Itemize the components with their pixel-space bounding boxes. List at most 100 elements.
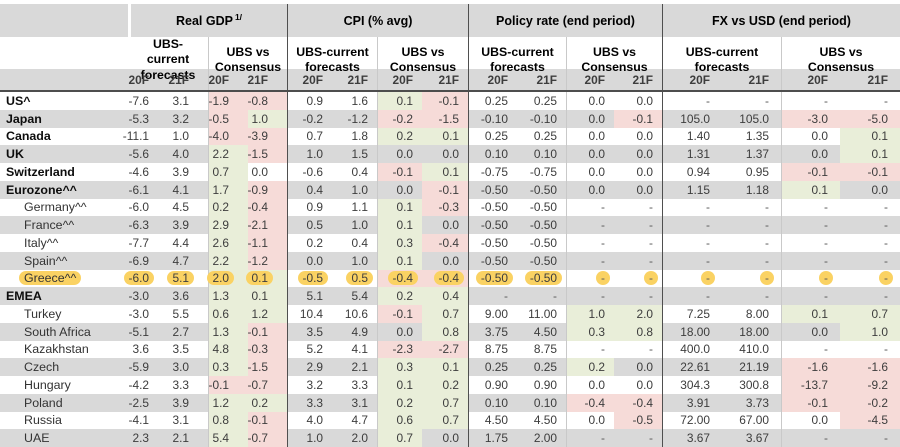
data-cell: 0.7 <box>422 411 468 430</box>
data-cell: - <box>566 251 614 270</box>
data-cell: 0.0 <box>251 164 268 179</box>
row-label: US^ <box>6 93 31 108</box>
data-cell: 0.0 <box>566 127 614 146</box>
data-cell: - <box>566 216 614 234</box>
data-cell: 72.00 <box>662 411 722 430</box>
data-cell: 18.00 <box>662 322 722 341</box>
data-cell: - <box>884 235 888 250</box>
data-cell: -6.0 <box>123 270 168 288</box>
data-cell: -0.50 <box>468 180 517 199</box>
data-cell: -0.9 <box>248 180 287 199</box>
data-cell: 0.0 <box>566 109 614 128</box>
data-cell: -0.2 <box>377 109 422 128</box>
subheader-ubs-vs-consensus: UBS vs Consensus <box>566 37 662 84</box>
data-cell: 5.4 <box>351 289 368 304</box>
data-cell: 0.0 <box>636 147 653 162</box>
data-cell: 1.1 <box>351 200 368 215</box>
data-cell: 2.00 <box>533 431 557 446</box>
data-cell: 0.4 <box>351 235 368 250</box>
data-cell: -6.1 <box>128 182 150 197</box>
data-cell: 0.9 <box>287 92 332 110</box>
data-cell: 0.0 <box>636 377 653 392</box>
data-cell: 1.0 <box>351 182 368 197</box>
data-cell: 0.0 <box>566 145 614 163</box>
data-cell: -0.7 <box>248 376 287 394</box>
data-cell: 0.7 <box>840 305 900 323</box>
data-cell: - <box>566 287 614 305</box>
data-cell: - <box>781 234 840 252</box>
data-cell: -0.1 <box>781 163 840 181</box>
table-row: Kazakhstan 3.6 3.5 4.8 -0.3 5.2 4.1 -2.3 -2.7 8.7… <box>0 340 900 359</box>
data-cell: 3.3 <box>351 377 368 392</box>
data-cell: 2.0 <box>207 269 248 288</box>
data-cell: -3.0 <box>128 289 150 304</box>
section-title-label: Policy rate (end period) <box>496 13 635 28</box>
data-cell: 2.9 <box>287 358 332 376</box>
subheader-ubs-vs-consensus: UBS vs Consensus <box>377 37 468 84</box>
data-cell: 3.9 <box>172 218 189 233</box>
data-cell: -0.50 <box>468 234 517 252</box>
data-cell: - <box>662 287 722 305</box>
data-cell: 3.6 <box>172 289 189 304</box>
data-cell: - <box>649 431 653 446</box>
data-cell: 105.0 <box>739 111 769 126</box>
row-label: Hungary <box>24 377 71 392</box>
data-cell: 0.3 <box>208 358 248 376</box>
data-cell: -0.5 <box>208 109 248 128</box>
highlight-oval: -6.0 <box>123 271 154 286</box>
data-cell: 105.0 <box>662 109 722 128</box>
header-row-years: 20F 21F 20F 21F 20F 21F 20F 21F 20F 21F 20F 21F 20F 2… <box>0 69 900 92</box>
data-cell: 0.4 <box>422 287 468 305</box>
data-cell: 2.0 <box>614 305 662 323</box>
row-label: Canada <box>6 129 51 144</box>
data-cell: - <box>781 269 840 288</box>
data-cell: - <box>781 287 840 305</box>
data-cell: -6.3 <box>128 218 150 233</box>
data-cell: -2.5 <box>128 395 150 410</box>
data-cell: 1.6 <box>351 93 368 108</box>
corner-cell <box>0 69 128 90</box>
data-cell: - <box>765 200 769 215</box>
data-cell: - <box>649 289 653 304</box>
table-row: Japan -5.3 3.2 -0.5 1.0 -0.2 -1.2 -0.2 -1.5 -0.10… <box>0 109 900 128</box>
data-cell: 3.67 <box>662 429 722 447</box>
data-cell: - <box>884 253 888 268</box>
data-cell: -5.3 <box>128 111 150 126</box>
data-cell: - <box>765 253 769 268</box>
data-cell: 1.0 <box>351 253 368 268</box>
data-cell: - <box>614 270 662 288</box>
table-row: Switzerland -4.6 3.9 0.7 0.0 -0.6 0.4 -0.1 0.1 -0… <box>0 163 900 181</box>
data-cell: 0.1 <box>781 305 840 323</box>
data-cell: -0.4 <box>566 393 614 412</box>
data-cell: - <box>884 289 888 304</box>
data-cell: - <box>781 92 840 110</box>
data-cell: -7.7 <box>128 235 150 250</box>
data-cell: 0.90 <box>533 377 557 392</box>
data-cell: 0.7 <box>377 429 422 447</box>
data-cell: 3.2 <box>287 376 332 394</box>
data-cell: - <box>884 431 888 446</box>
table-row: Canada -11.1 1.0 -4.0 -3.9 0.7 1.8 0.2 0.1 0.25 0.… <box>0 127 900 146</box>
data-cell: 0.1 <box>781 180 840 199</box>
highlight-oval: - <box>701 271 715 286</box>
data-cell: 0.25 <box>533 93 557 108</box>
data-cell: 0.0 <box>566 180 614 199</box>
data-cell: 0.0 <box>636 360 653 375</box>
year-header-cell: 21F <box>347 72 369 87</box>
data-cell: -0.50 <box>529 253 557 268</box>
highlight-oval: 0.5 <box>346 271 373 286</box>
data-cell: 3.75 <box>468 322 517 341</box>
data-cell: 1.0 <box>248 109 287 128</box>
data-cell: 0.2 <box>377 287 422 305</box>
year-header-cell: 20F <box>208 69 248 90</box>
data-cell: 11.00 <box>528 306 557 321</box>
data-cell: -0.50 <box>468 251 517 270</box>
data-cell: -0.10 <box>529 111 557 126</box>
data-cell: -0.7 <box>248 429 287 447</box>
year-header-cell: 20F <box>781 69 840 90</box>
data-cell: -0.50 <box>529 182 557 197</box>
data-cell: -1.5 <box>248 358 287 376</box>
data-cell: 3.2 <box>172 111 189 126</box>
year-header-cell: 21F <box>867 72 889 87</box>
data-cell: 0.0 <box>871 182 888 197</box>
